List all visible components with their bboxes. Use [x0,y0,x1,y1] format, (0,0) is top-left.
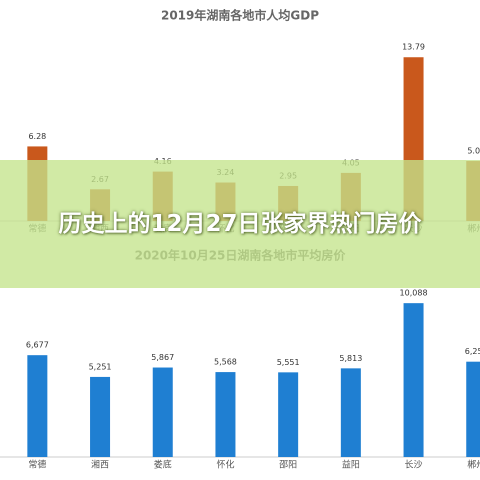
bar [215,372,236,457]
data-label: 6,250 [465,347,480,356]
bar [90,376,111,457]
bar [466,361,480,457]
data-label: 5,551 [277,358,300,367]
data-label: 6,677 [26,341,49,350]
banner: 历史上的12月27日张家界热门房价 [0,160,480,288]
x-tick-label: 郴州 [467,459,480,471]
data-label: 10,088 [400,289,428,298]
bar [152,367,173,457]
x-tick-label: 益阳 [342,459,360,471]
bar [278,372,299,457]
chart-title: 2019年湖南各地市人均GDP [161,8,319,23]
bar [403,303,424,457]
data-label: 13.79 [402,43,425,52]
data-label: 5,568 [214,358,237,367]
x-tick-label: 怀化 [216,459,234,471]
x-tick-label: 邵阳 [279,460,297,471]
data-label: 5.05 [467,147,480,156]
data-label: 6.28 [28,132,46,141]
x-tick-label: 湘西 [91,459,109,471]
bar [27,355,48,457]
data-label: 5,251 [89,362,112,371]
data-label: 5,813 [339,354,362,363]
x-tick-label: 常德 [28,459,46,471]
x-tick-label: 娄底 [154,459,172,471]
banner-title: 历史上的12月27日张家界热门房价 [58,211,422,237]
data-label: 5,867 [151,353,174,362]
x-tick-label: 长沙 [405,459,423,471]
bar [340,368,361,457]
